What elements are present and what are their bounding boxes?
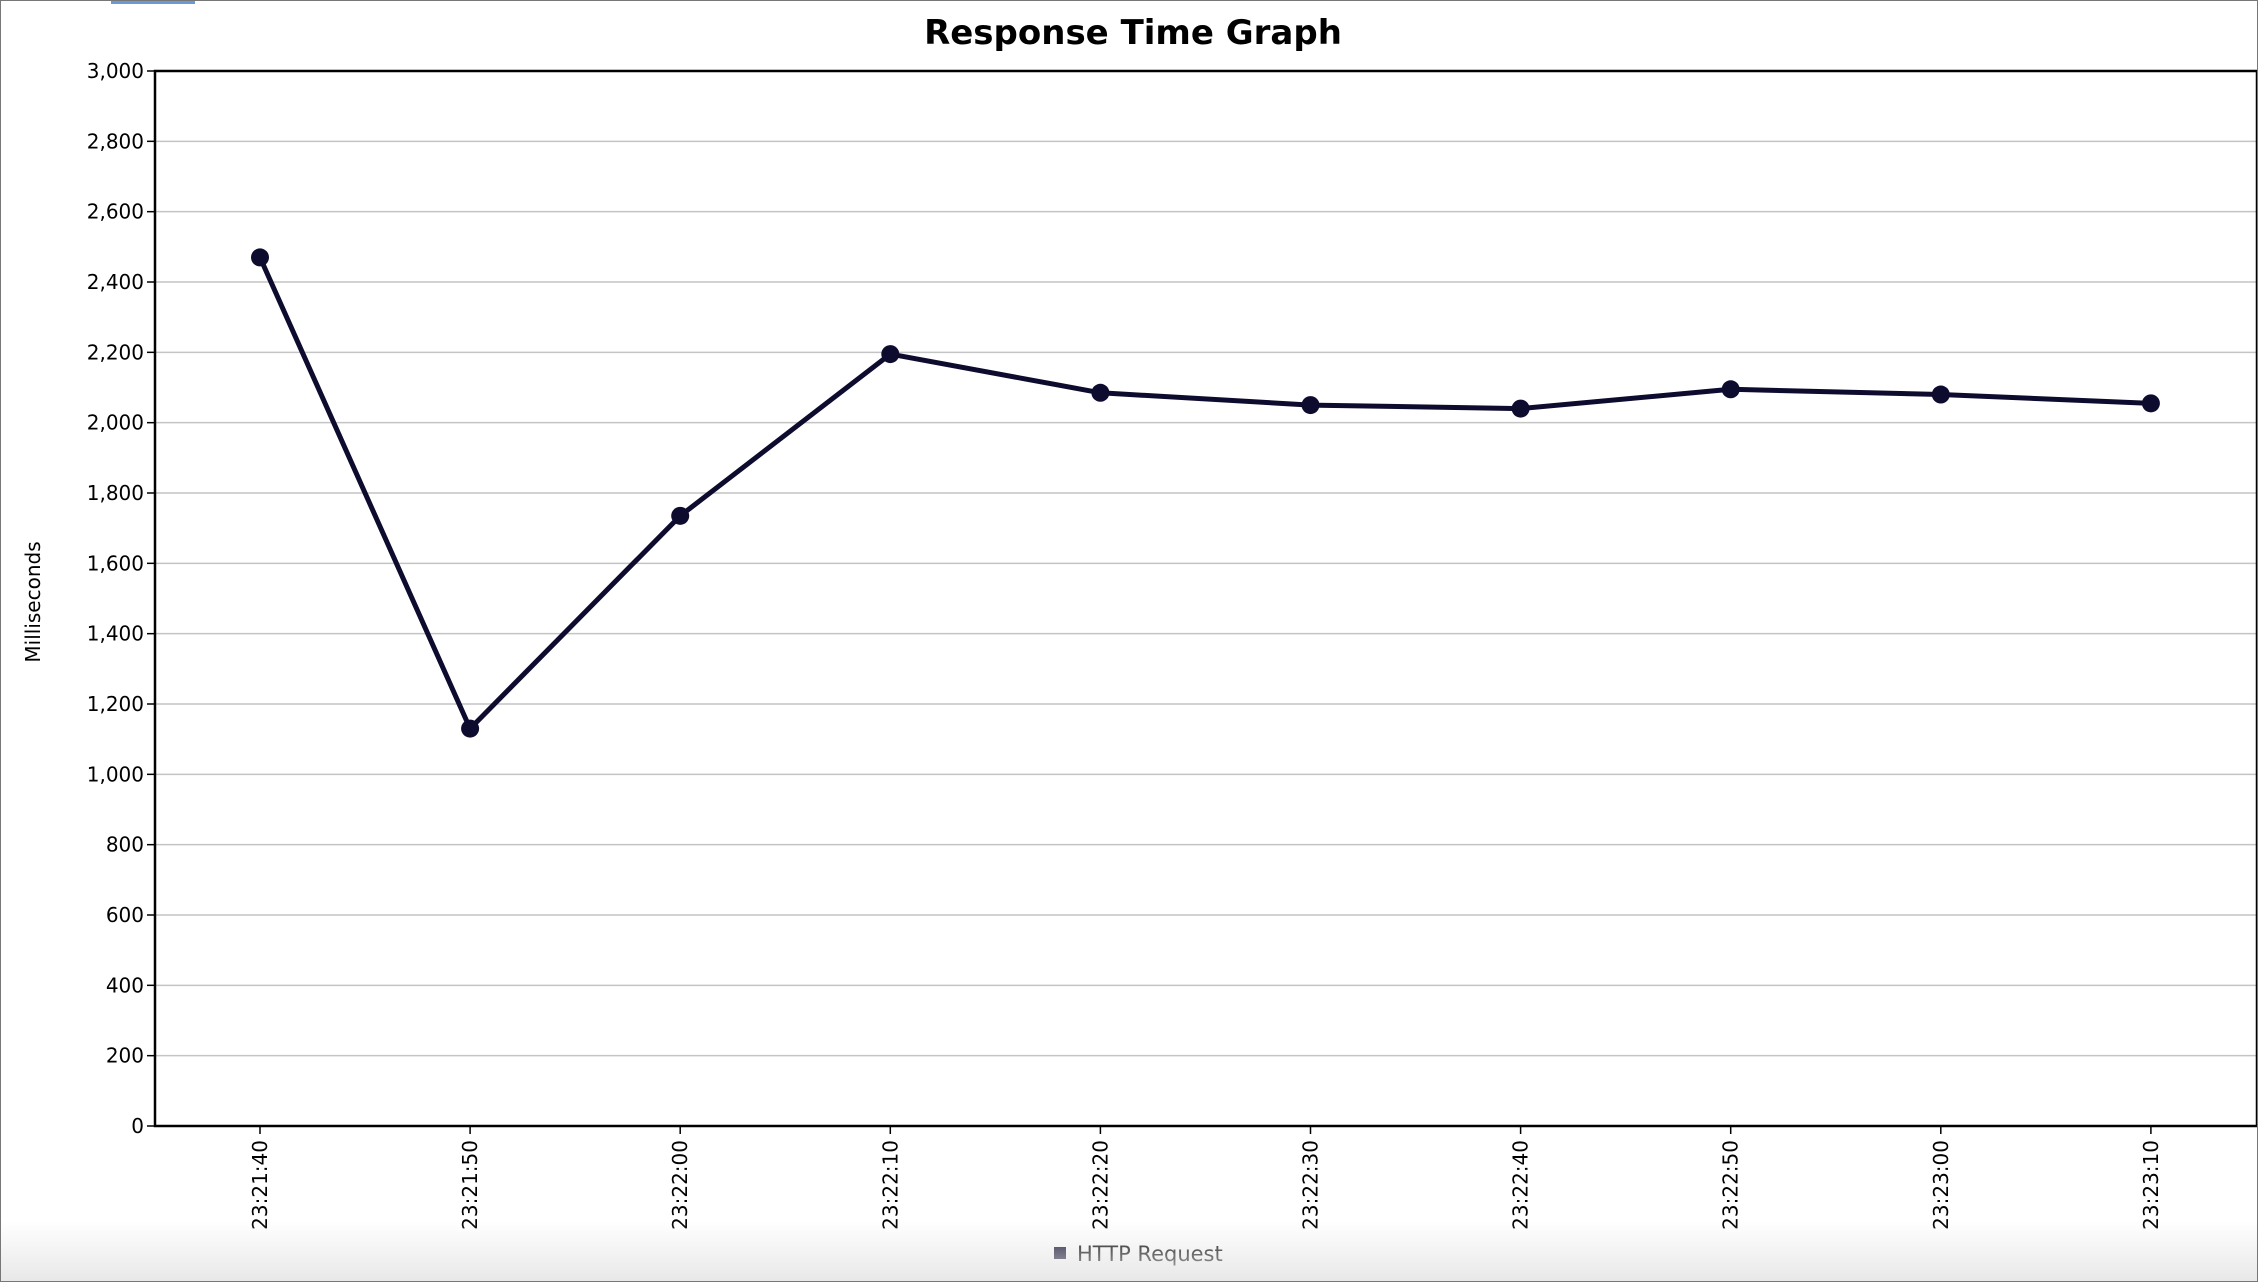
y-tick-label: 0: [131, 1114, 144, 1138]
y-tick-label: 200: [106, 1044, 144, 1068]
window-tab-indicator: [111, 1, 195, 4]
plot-area: [153, 69, 2257, 1128]
data-point: [2141, 394, 2160, 413]
series-http-request: [251, 248, 2160, 738]
y-tick-label: 1,000: [87, 762, 144, 786]
y-axis-label: Milliseconds: [21, 541, 45, 662]
x-tick-label: 23:22:50: [1719, 1140, 1743, 1230]
x-tick-label: 23:22:30: [1299, 1140, 1323, 1230]
x-tick-label: 23:22:10: [878, 1140, 902, 1230]
y-tick-label: 2,200: [87, 340, 144, 364]
y-tick-label: 2,000: [87, 411, 144, 435]
y-tick-label: 2,800: [87, 129, 144, 153]
x-tick-label: 23:21:50: [458, 1140, 482, 1230]
series-line: [257, 256, 2152, 732]
y-axis-ticks: 0 200 400 600 800 1,000 1,200 1,400 1,600 1,800 2,…: [87, 59, 155, 1138]
y-tick-label: 2,400: [87, 270, 144, 294]
legend-swatch: [1054, 1247, 1066, 1259]
data-point: [671, 506, 690, 525]
data-point: [251, 248, 269, 267]
y-tick-label: 600: [106, 903, 144, 927]
y-tick-label: 1,800: [87, 481, 144, 505]
y-tick-label: 800: [106, 833, 144, 857]
chart-title: Response Time Graph: [924, 13, 1342, 53]
x-tick-label: 23:22:00: [668, 1140, 692, 1230]
x-tick-label: 23:22:40: [1509, 1140, 1533, 1230]
grid-lines: [155, 140, 2257, 1057]
y-tick-label: 2,600: [87, 200, 144, 224]
y-tick-label: 3,000: [87, 59, 144, 83]
y-tick-label: 1,600: [87, 551, 144, 575]
x-tick-label: 23:23:10: [2139, 1140, 2163, 1230]
data-point: [1931, 385, 1950, 404]
data-point: [1721, 380, 1740, 399]
data-point: [1301, 396, 1320, 415]
x-tick-label: 23:21:40: [248, 1140, 272, 1230]
data-point: [461, 719, 480, 738]
x-tick-label: 23:23:00: [1929, 1140, 1953, 1230]
x-axis-ticks: 23:21:40 23:21:50 23:22:00 23:22:10 23:22:20…: [248, 1126, 2163, 1230]
legend: HTTP Request: [1054, 1242, 1223, 1266]
data-point: [1511, 399, 1530, 418]
x-tick-label: 23:22:20: [1088, 1140, 1112, 1230]
y-tick-label: 1,200: [87, 692, 144, 716]
y-tick-label: 1,400: [87, 622, 144, 646]
data-point: [1091, 383, 1110, 402]
legend-label: HTTP Request: [1077, 1242, 1223, 1266]
y-tick-label: 400: [106, 973, 144, 997]
data-point: [881, 345, 900, 364]
